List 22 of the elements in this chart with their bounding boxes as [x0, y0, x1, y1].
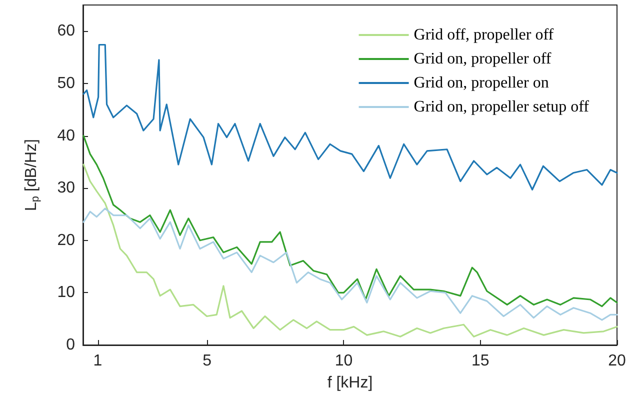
y-axis-title: Lp [dB/Hz]	[23, 139, 42, 211]
x-axis-title: f [kHz]	[327, 374, 373, 392]
y-tick-label: 60	[57, 22, 76, 40]
x-tick-label: 20	[608, 352, 626, 370]
x-tick-label: 1	[93, 352, 102, 370]
legend-label: Grid on, propeller setup off	[414, 98, 590, 116]
legend-label: Grid on, propeller on	[414, 74, 549, 92]
x-tick-label: 10	[334, 352, 353, 370]
line-series	[82, 44, 618, 190]
y-tick-label: 0	[66, 336, 76, 354]
x-tick-label: 15	[471, 352, 490, 370]
legend-label: Grid on, propeller off	[414, 50, 552, 68]
line-series	[82, 164, 618, 338]
y-tick-label: 30	[57, 180, 76, 197]
y-tick-label: 20	[57, 232, 76, 249]
line-series	[82, 134, 618, 308]
x-tick-label: 5	[202, 352, 212, 370]
legend-label: Grid off, propeller off	[414, 26, 554, 44]
y-tick-label: 10	[57, 284, 76, 302]
y-tick-label: 50	[57, 74, 76, 92]
y-tick-label: 40	[57, 127, 76, 144]
line-series	[82, 208, 618, 321]
